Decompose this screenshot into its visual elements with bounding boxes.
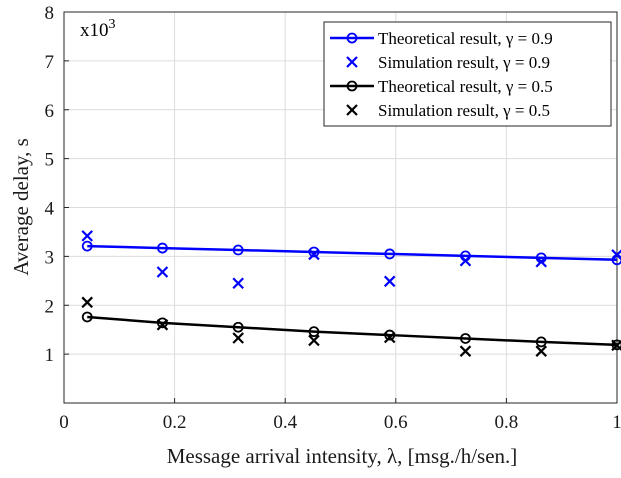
y-tick-label: 8 xyxy=(45,3,55,24)
y-multiplier: x103 xyxy=(80,17,116,41)
legend-marker xyxy=(346,56,358,68)
data-point xyxy=(81,230,94,242)
data-point xyxy=(308,248,320,261)
data-point xyxy=(157,242,168,254)
y-tick-label: 7 xyxy=(45,52,55,73)
y-tick-label: 5 xyxy=(45,150,55,171)
legend-label: Theoretical result, γ = 0.5 xyxy=(378,77,553,96)
data-point xyxy=(383,331,396,344)
y-tick-label: 3 xyxy=(45,247,55,268)
x-tick-label: 1 xyxy=(612,412,621,433)
data-point xyxy=(232,244,244,256)
data-point xyxy=(535,255,548,268)
data-point xyxy=(81,296,94,309)
y-tick-label: 4 xyxy=(45,199,55,220)
series-line xyxy=(87,244,618,262)
y-axis-label: Average delay, s xyxy=(9,138,33,276)
data-point xyxy=(232,332,244,344)
data-point xyxy=(157,317,168,329)
data-point xyxy=(460,333,471,344)
data-point xyxy=(611,339,621,352)
data-point xyxy=(81,311,93,323)
legend-item: Theoretical result, γ = 0.5 xyxy=(330,77,553,96)
legend-marker xyxy=(346,80,358,92)
data-point xyxy=(611,339,621,351)
data-point xyxy=(308,334,320,347)
data-point xyxy=(611,249,621,261)
data-point xyxy=(156,266,169,278)
data-point xyxy=(535,345,548,357)
y-tick-label: 2 xyxy=(45,296,55,317)
y-tick-label: 6 xyxy=(45,101,55,122)
data-point xyxy=(535,336,547,348)
legend-label: Simulation result, γ = 0.5 xyxy=(378,101,550,120)
data-point xyxy=(308,326,320,338)
series-2 xyxy=(81,311,621,351)
legend: Theoretical result, γ = 0.9 Simulation re… xyxy=(323,21,612,127)
legend-marker xyxy=(346,104,358,116)
legend-box xyxy=(323,21,612,127)
x-tick-label: 0.6 xyxy=(384,412,408,433)
x-tick-label: 0.4 xyxy=(273,412,297,433)
legend-item: Theoretical result, γ = 0.9 xyxy=(330,29,553,48)
data-point xyxy=(459,345,472,357)
data-point xyxy=(81,240,93,252)
legend-label: Simulation result, γ = 0.9 xyxy=(378,53,550,72)
ticks: 0 0.2 0.4 0.6 0.8 1 1 2 3 4 5 6 7 8 xyxy=(45,3,621,433)
x-axis-label: Message arrival intensity, λ, [msg./h/se… xyxy=(167,444,518,468)
data-point xyxy=(383,275,396,288)
legend-marker xyxy=(346,32,358,44)
x-tick-label: 0.2 xyxy=(163,412,187,433)
data-point xyxy=(156,319,169,331)
x-tick-label: 0.8 xyxy=(495,412,519,433)
data-point xyxy=(384,329,396,341)
data-point xyxy=(232,321,244,333)
data-point xyxy=(384,248,396,260)
series-line xyxy=(87,315,618,347)
legend-item: Simulation result, γ = 0.5 xyxy=(346,101,550,120)
y-tick-label: 1 xyxy=(45,345,55,366)
data-point xyxy=(232,277,244,290)
x-tick-label: 0 xyxy=(59,412,69,433)
data-point xyxy=(459,254,472,267)
data-point xyxy=(308,246,320,258)
legend-item: Simulation result, γ = 0.9 xyxy=(346,53,550,72)
series-layer xyxy=(81,230,621,357)
series-1 xyxy=(81,230,621,290)
legend-label: Theoretical result, γ = 0.9 xyxy=(378,29,553,48)
series-3 xyxy=(81,296,621,357)
